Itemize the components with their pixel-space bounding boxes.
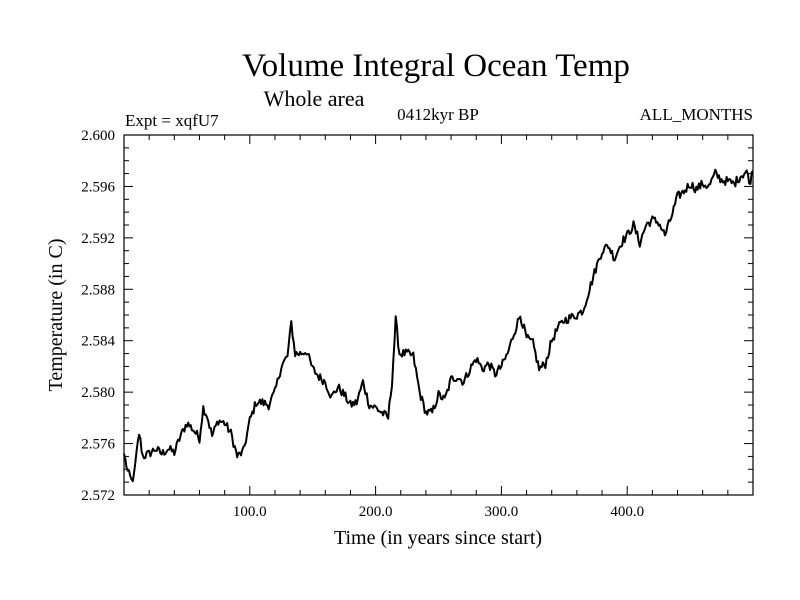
x-tick-label: 100.0	[233, 504, 267, 520]
y-tick-label: 2.576	[81, 437, 115, 453]
months-label: ALL_MONTHS	[640, 105, 753, 124]
axis-ticks	[124, 134, 753, 496]
y-tick-label: 2.580	[81, 385, 115, 401]
experiment-label: Expt = xqfU7	[125, 111, 219, 130]
y-tick-label: 2.588	[81, 282, 115, 298]
y-tick-label: 2.596	[81, 179, 115, 195]
period-label: 0412kyr BP	[397, 105, 479, 124]
chart-subtitle: Whole area	[264, 86, 365, 111]
axis-tick-labels: 2.572 2.576 2.580 2.584 2.588 2.592 2.596 2.600…	[81, 128, 644, 520]
plot-frame	[123, 134, 754, 496]
y-tick-label: 2.584	[81, 334, 115, 350]
x-tick-label: 400.0	[610, 504, 644, 520]
y-axis-label: Temperature (in C)	[45, 239, 67, 392]
y-tick-label: 2.600	[81, 128, 115, 144]
x-tick-label: 200.0	[359, 504, 393, 520]
y-tick-label: 2.592	[81, 231, 115, 247]
chart-title: Volume Integral Ocean Temp	[242, 48, 630, 84]
y-tick-label: 2.572	[81, 488, 115, 504]
x-axis-label: Time (in years since start)	[334, 527, 542, 549]
temperature-series-line	[123, 168, 754, 483]
x-tick-label: 300.0	[485, 504, 519, 520]
